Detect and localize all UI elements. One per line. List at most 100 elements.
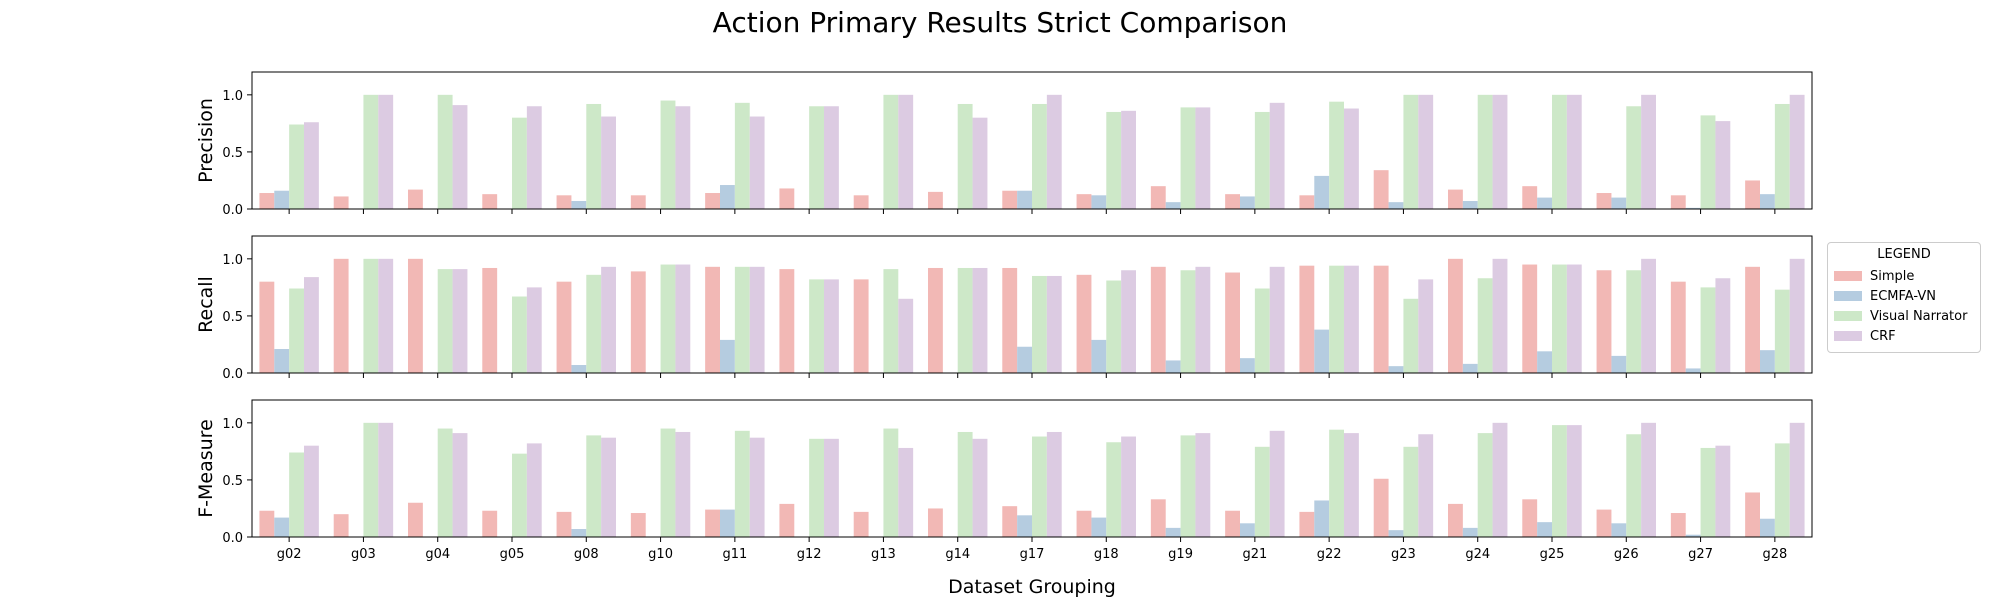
bar (630, 271, 646, 373)
bar (601, 437, 616, 537)
bar (1670, 281, 1686, 373)
bar (1462, 527, 1478, 537)
bar (1017, 346, 1032, 373)
bar (1269, 102, 1285, 209)
bar (274, 349, 290, 373)
bar (1537, 351, 1552, 373)
x-tick-label: g17 (1020, 547, 1045, 562)
bar (1002, 267, 1018, 373)
bar (1789, 422, 1805, 537)
bar (437, 269, 453, 373)
bar (749, 437, 765, 537)
bar (437, 428, 453, 537)
bar (1626, 434, 1642, 537)
bar (1165, 360, 1181, 373)
bar (928, 267, 943, 373)
bar (898, 447, 914, 537)
bar (1225, 194, 1240, 209)
bar (928, 191, 943, 210)
bar (853, 279, 869, 373)
bar (660, 264, 676, 373)
x-tick-label: g24 (1465, 547, 1490, 562)
bar (304, 122, 319, 209)
bar (1032, 103, 1047, 209)
bar (571, 365, 587, 373)
bar (675, 264, 691, 373)
legend-swatch (1834, 271, 1862, 281)
bar (749, 266, 765, 373)
bar (378, 422, 394, 537)
bar (1254, 446, 1270, 537)
bar (1492, 94, 1508, 209)
bar (853, 195, 869, 209)
bar (1403, 298, 1419, 373)
x-tick-label: g05 (500, 547, 525, 562)
bar (1165, 527, 1181, 537)
bar (526, 443, 542, 537)
bar (705, 509, 720, 537)
bar (1477, 94, 1493, 209)
bar (1299, 511, 1315, 537)
bar (883, 428, 899, 537)
bar (1448, 258, 1463, 373)
bar (1611, 197, 1627, 209)
bar (1180, 270, 1196, 373)
bar (452, 433, 468, 537)
bar (259, 510, 275, 537)
bar (1685, 368, 1701, 373)
bar (1344, 433, 1359, 537)
bar (1700, 287, 1716, 374)
y-tick-label: 0.5 (222, 474, 243, 489)
legend-swatch (1834, 291, 1862, 301)
bar (1240, 358, 1255, 373)
bar (1225, 510, 1240, 537)
x-tick-label: g03 (351, 547, 376, 562)
bar (1774, 103, 1790, 209)
bar (749, 116, 765, 209)
bar (824, 279, 839, 373)
bar (1700, 115, 1716, 209)
bar (1180, 107, 1196, 209)
bar (1715, 445, 1731, 537)
bar (1329, 265, 1344, 373)
bar (1745, 266, 1760, 373)
bar (1715, 278, 1731, 373)
bar (556, 511, 572, 537)
bar (1091, 195, 1107, 209)
bar (972, 267, 988, 373)
chart-panel-f-measure: 0.0 0.5 1.0 g02 g03 g04 g05 g08 g10 g11 g12 g13 g14 g… (195, 399, 1813, 562)
y-axis-label: Precision (195, 98, 217, 183)
bar (1195, 107, 1211, 209)
bar (1715, 121, 1731, 209)
bar (1462, 363, 1478, 373)
bar (1552, 264, 1567, 373)
bar (734, 102, 750, 209)
chart-panel-recall: 0.0 0.5 1.0 Recall (195, 235, 1813, 382)
bar (734, 266, 750, 373)
bar (512, 117, 527, 209)
bar (1611, 355, 1627, 374)
y-axis-label: F-Measure (195, 419, 217, 518)
x-tick-label: g28 (1762, 547, 1787, 562)
x-tick-label: g12 (797, 547, 822, 562)
bar (1403, 94, 1419, 209)
x-axis-label: Dataset Grouping (948, 576, 1116, 598)
bar (556, 281, 572, 373)
bar (274, 517, 290, 537)
bar (1329, 101, 1344, 209)
legend-title: LEGEND (1877, 247, 1931, 262)
bar (630, 513, 646, 537)
bar (824, 438, 839, 537)
bar (705, 266, 720, 373)
bar (363, 258, 379, 373)
bar (1641, 258, 1656, 373)
bar (1240, 196, 1255, 209)
bar (1685, 207, 1701, 209)
bar (1195, 433, 1211, 537)
bar (779, 503, 795, 537)
bar (1017, 190, 1032, 209)
bar (1626, 106, 1642, 209)
bar (1180, 435, 1196, 537)
bar (809, 279, 824, 373)
bar (289, 452, 304, 537)
